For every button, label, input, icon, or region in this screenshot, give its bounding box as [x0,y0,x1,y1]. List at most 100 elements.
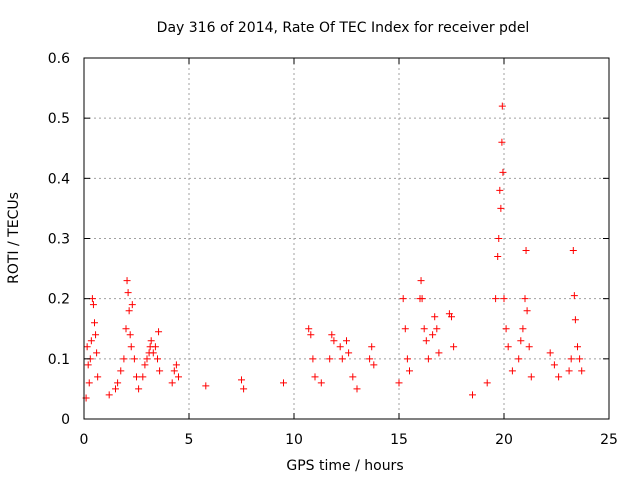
data-point [280,379,287,387]
data-point [328,331,336,339]
data-point [238,376,245,384]
data-point [154,355,161,363]
data-point [366,355,374,363]
data-point [128,301,136,309]
data-point [574,343,581,351]
data-point [368,343,376,351]
x-tick-label: 20 [495,432,513,448]
data-point [450,343,458,351]
x-tick-label: 10 [285,432,303,448]
data-point [424,355,432,363]
data-point [117,367,125,375]
x-tick-label: 15 [390,432,408,448]
data-point [499,168,507,176]
data-point [147,337,155,345]
data-point [497,204,505,212]
data-point [92,331,100,339]
data-point [311,373,319,381]
y-tick-label: 0.2 [48,292,70,308]
data-point [151,343,159,351]
data-point [127,343,135,351]
data-point [483,379,491,387]
data-point [570,292,578,300]
data-point [240,385,248,393]
data-points [82,102,586,402]
data-point [139,373,147,381]
data-point [429,331,437,339]
data-point [403,355,411,363]
data-point [83,343,91,351]
data-point [91,319,98,327]
data-point [125,307,133,315]
data-point [576,355,584,363]
data-point [338,355,346,363]
data-point [521,295,529,303]
data-point [305,325,313,333]
data-point [370,361,378,369]
chart-title: Day 316 of 2014, Rate Of TEC Index for r… [157,20,530,36]
data-point [202,382,210,390]
y-tick-label: 0.3 [48,232,70,248]
data-point [555,373,563,381]
data-point [307,331,315,339]
data-point [525,343,533,351]
y-tick-label: 0.4 [48,171,70,187]
data-point [422,337,430,345]
data-point [399,295,407,303]
data-point [172,361,180,369]
data-point [395,379,403,387]
data-point [515,355,523,363]
data-point [571,316,579,324]
data-point [417,277,425,285]
data-point [496,186,504,194]
data-point [336,343,344,351]
y-tick-labels: 0 0.1 0.2 0.3 0.4 0.5 0.6 [48,51,70,428]
data-point [569,247,577,255]
data-point [309,355,317,363]
data-point [527,373,535,381]
data-point [120,355,128,363]
data-point [345,349,353,357]
y-tick-label: 0.6 [48,51,70,67]
data-point [93,349,101,357]
data-point [401,325,409,333]
data-point [435,349,443,357]
data-point [546,349,554,357]
data-point [517,337,525,345]
y-axis-label: ROTI / TECUs [6,192,22,284]
data-point [349,373,357,381]
data-point [124,289,132,297]
data-point [343,337,350,345]
data-point [567,355,575,363]
data-point [85,379,93,387]
data-point [175,373,182,381]
data-point [326,355,334,363]
data-point [522,247,530,255]
data-point [122,325,130,333]
data-point [330,337,338,345]
data-point [578,367,586,375]
data-point [498,102,506,110]
data-point [149,349,157,357]
data-point [105,391,113,399]
data-point [130,355,138,363]
data-point [523,307,531,315]
x-tick-labels: 0 5 10 15 20 25 [80,432,618,448]
data-point [495,235,503,242]
y-tick-label: 0.5 [48,111,70,127]
x-axis-label: GPS time / hours [286,458,403,474]
x-tick-label: 25 [600,432,618,448]
data-point [418,295,426,303]
data-point [502,325,510,333]
data-point [112,385,119,393]
data-point [448,313,455,321]
data-point [123,277,131,285]
data-point [406,367,413,375]
data-point [126,331,134,339]
data-point [469,391,476,399]
data-point [431,313,439,321]
data-point [133,373,140,381]
data-point [94,373,102,381]
data-point [84,361,92,369]
